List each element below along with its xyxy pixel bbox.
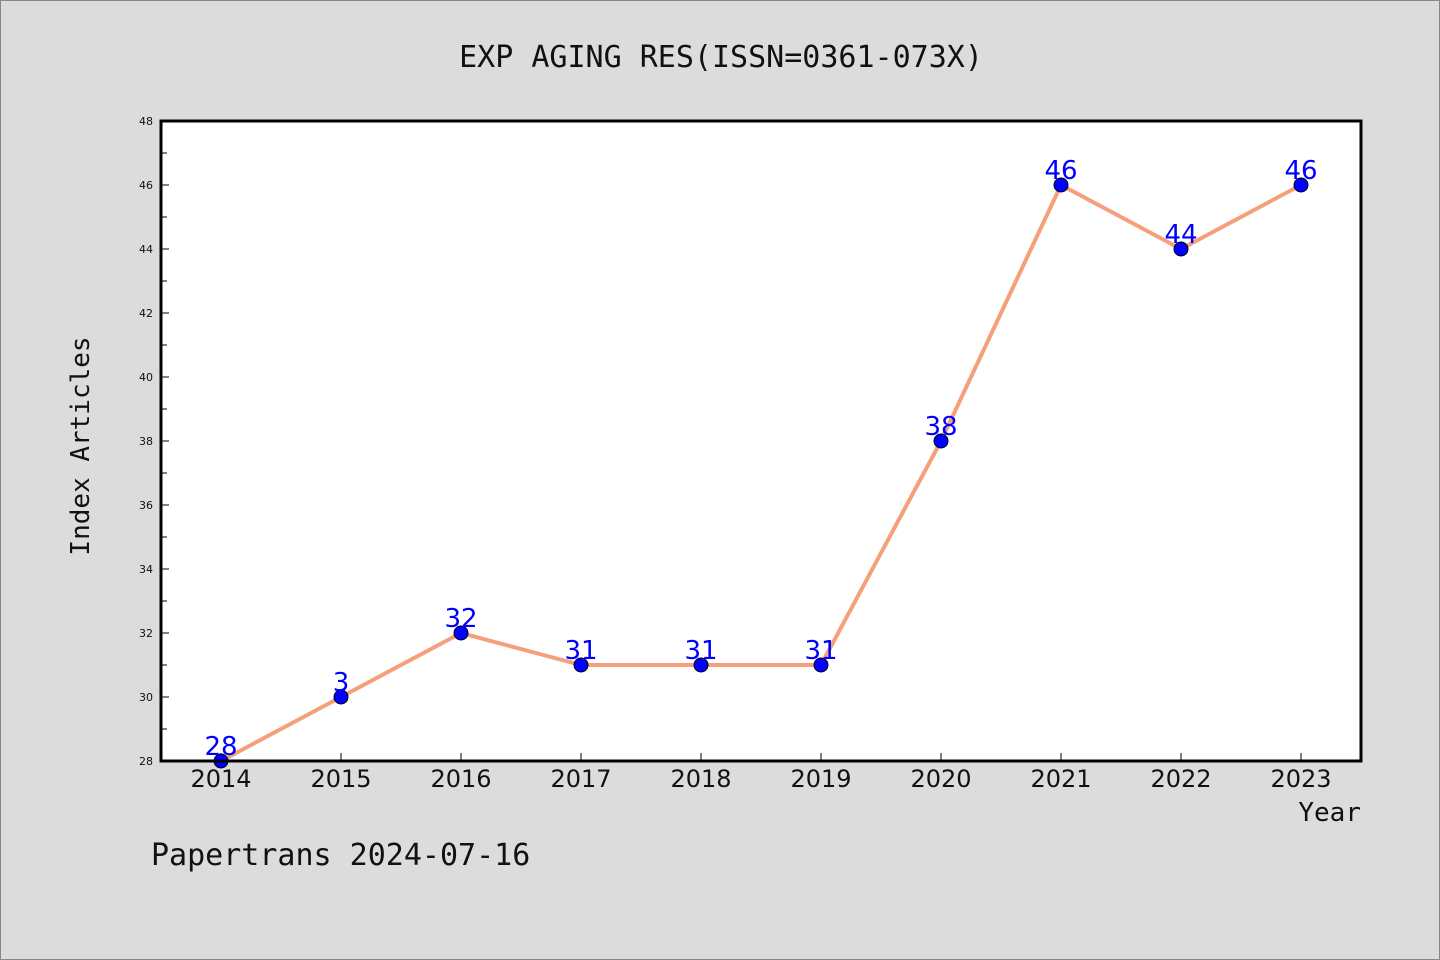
data-point-label: 31 xyxy=(684,636,717,666)
x-axis: 2014 2015 2016 2017 2018 2019 2020 2021 2022 2023 xyxy=(190,753,1332,793)
data-point-label: 44 xyxy=(1164,220,1197,250)
x-tick-label: 2023 xyxy=(1270,765,1331,793)
data-point-marker xyxy=(573,657,589,673)
y-tick-label: 38 xyxy=(139,435,153,448)
data-point-marker xyxy=(813,657,829,673)
y-axis-label: Index Articles xyxy=(66,336,96,555)
y-tick-label: 32 xyxy=(139,627,153,640)
y-tick-label: 28 xyxy=(139,755,153,768)
data-point-marker xyxy=(1053,177,1069,193)
data-point-label: 38 xyxy=(924,412,957,442)
plot-frame xyxy=(159,119,1363,763)
data-point-label: 31 xyxy=(804,636,837,666)
footer-text: Papertrans 2024-07-16 xyxy=(151,838,530,873)
data-point-label: 31 xyxy=(564,636,597,666)
y-tick-label: 40 xyxy=(139,371,153,384)
x-tick-label: 2017 xyxy=(550,765,611,793)
y-tick-label: 36 xyxy=(139,499,153,512)
data-point-marker xyxy=(333,689,349,705)
y-tick-label: 46 xyxy=(139,179,153,192)
x-tick-label: 2018 xyxy=(670,765,731,793)
data-point-marker xyxy=(933,433,949,449)
data-labels: 28 3 32 31 31 31 38 46 44 46 xyxy=(204,156,1317,762)
y-tick-label: 34 xyxy=(139,563,153,576)
data-point-label: 28 xyxy=(204,732,237,762)
x-tick-label: 2020 xyxy=(910,765,971,793)
chart-title: EXP AGING RES(ISSN=0361-073X) xyxy=(459,40,983,75)
data-point-marker xyxy=(1173,241,1189,257)
x-tick-label: 2022 xyxy=(1150,765,1211,793)
data-point-marker xyxy=(453,625,469,641)
x-tick-label: 2021 xyxy=(1030,765,1091,793)
x-tick-label: 2015 xyxy=(310,765,371,793)
y-tick-label: 30 xyxy=(139,691,153,704)
y-tick-label: 42 xyxy=(139,307,153,320)
data-point-label: 3 xyxy=(333,668,350,698)
x-axis-label: Year xyxy=(1298,798,1361,828)
series-line xyxy=(220,183,1302,763)
y-axis: 28 30 32 34 36 38 40 42 44 46 48 xyxy=(139,115,169,768)
plot-area xyxy=(161,121,1361,761)
data-point-label: 46 xyxy=(1284,156,1317,186)
y-tick-label: 44 xyxy=(139,243,153,256)
data-point-marker xyxy=(693,657,709,673)
data-point-marker xyxy=(1293,177,1309,193)
x-tick-label: 2014 xyxy=(190,765,251,793)
x-tick-label: 2016 xyxy=(430,765,491,793)
y-tick-label: 48 xyxy=(139,115,153,128)
data-point-label: 46 xyxy=(1044,156,1077,186)
x-tick-label: 2019 xyxy=(790,765,851,793)
data-point-label: 32 xyxy=(444,604,477,634)
